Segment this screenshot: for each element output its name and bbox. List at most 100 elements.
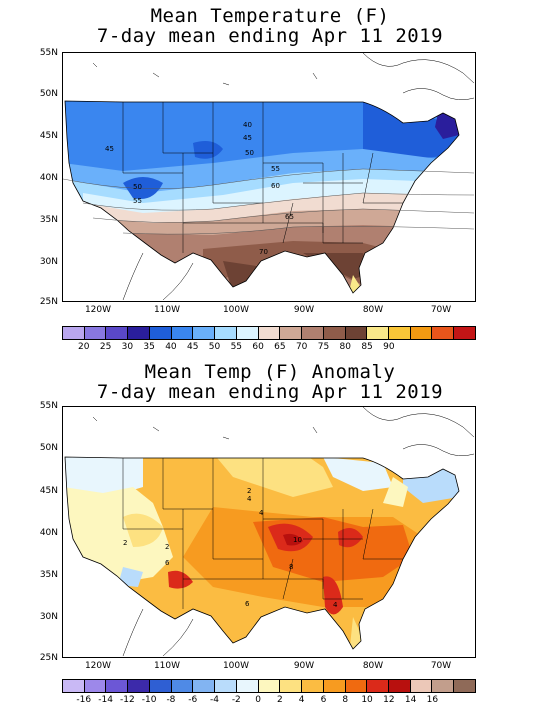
colorbar-swatch: [389, 680, 411, 692]
map1-contour-label: 50: [133, 183, 142, 191]
map2-lat-label: 30N: [39, 612, 58, 622]
colorbar-swatch: [454, 327, 475, 339]
colorbar-swatch: [258, 327, 281, 339]
colorbar-swatch: [106, 680, 129, 692]
colorbar-tick-label: 80: [339, 342, 351, 352]
map2-lon-label: 70W: [430, 661, 452, 671]
map2-lon-label: 90W: [293, 661, 315, 671]
colorbar-tick-label: -6: [188, 695, 198, 705]
map1-panel: 40 45 45 50 55 50 55 60 65 70: [62, 52, 476, 302]
colorbar-swatch: [323, 680, 346, 692]
colorbar-tick-label: 65: [274, 342, 286, 352]
colorbar-tick-label: -16: [76, 695, 92, 705]
colorbar-swatch: [128, 327, 150, 339]
colorbar-tick-label: 20: [78, 342, 90, 352]
map2-contour-label: 8: [289, 563, 293, 571]
map2-lat-label: 25N: [39, 653, 58, 663]
colorbar-swatch: [432, 680, 455, 692]
colorbar-tick-label: 0: [255, 695, 261, 705]
map2-panel: 2 4 4 2 2 6 8 6 10 4: [62, 406, 476, 658]
map2-lat-label: 45N: [39, 486, 58, 496]
map1-lat-label: 50N: [39, 89, 58, 99]
map2-lat-label: 50N: [39, 443, 58, 453]
colorbar-tick-label: -4: [210, 695, 219, 705]
map1-contour-label: 70: [259, 248, 268, 256]
map1-lat-label: 45N: [39, 131, 58, 141]
map1-lon-label: 120W: [84, 305, 112, 315]
map2-lon-label: 110W: [153, 661, 181, 671]
colorbar-tick-label: 90: [383, 342, 395, 352]
map1-svg: 40 45 45 50 55 50 55 60 65 70: [63, 53, 474, 300]
colorbar-swatch: [236, 680, 259, 692]
map1-contour-label: 60: [271, 182, 280, 190]
colorbar-swatch: [432, 327, 455, 339]
colorbar-tick-label: -14: [98, 695, 113, 705]
colorbar-tick-label: 55: [230, 342, 243, 352]
colorbar-tick-label: -10: [141, 695, 157, 705]
map1-lon-label: 100W: [222, 305, 250, 315]
colorbar-tick-label: 6: [320, 695, 327, 705]
map2-svg: 2 4 4 2 2 6 8 6 10 4: [64, 407, 474, 656]
colorbar-swatch: [171, 680, 194, 692]
map2-lon-label: 80W: [362, 661, 384, 671]
colorbar-tick-label: 2: [277, 695, 283, 705]
map1-lon-label: 90W: [293, 305, 315, 315]
colorbar-swatch: [106, 327, 129, 339]
colorbar-swatch: [302, 680, 324, 692]
map1-lon-label: 80W: [362, 305, 384, 315]
map2-contour-label: 6: [165, 559, 170, 567]
map2-lat-label: 35N: [39, 570, 58, 580]
colorbar-swatch: [367, 327, 390, 339]
map1-lat-label: 25N: [39, 297, 58, 307]
colorbar-swatch: [84, 680, 107, 692]
colorbar-swatch: [345, 327, 368, 339]
colorbar-swatch: [454, 680, 475, 692]
colorbar-swatch: [345, 680, 368, 692]
colorbar-tick-label: 4: [298, 695, 305, 705]
map2-lon-label: 100W: [222, 661, 250, 671]
colorbar-swatch: [63, 327, 85, 339]
colorbar-swatch: [323, 327, 346, 339]
colorbar-swatch: [193, 327, 216, 339]
colorbar-swatch: [63, 680, 85, 692]
map2-contour-label: 10: [293, 536, 302, 544]
map2-lon-label: 120W: [84, 661, 112, 671]
map2-subtitle: 7-day mean ending Apr 11 2019: [96, 381, 444, 403]
colorbar-swatch: [215, 680, 237, 692]
map2-title: Mean Temp (F) Anomaly: [144, 361, 396, 383]
colorbar-tick-label: 85: [361, 342, 373, 352]
colorbar-tick-label: 12: [383, 695, 395, 705]
colorbar-swatch: [193, 680, 216, 692]
map2-contour-label: 2: [247, 487, 251, 495]
colorbar-swatch: [236, 327, 259, 339]
colorbar-swatch: [215, 327, 237, 339]
colorbar-tick-label: -2: [231, 695, 241, 705]
colorbar-tick-label: 45: [187, 342, 199, 352]
map2-contour-label: 2: [123, 539, 127, 547]
map2-lat-label: 55N: [39, 401, 58, 411]
map1-contour-label: 40: [243, 121, 252, 129]
colorbar-swatch: [367, 680, 390, 692]
colorbar-tick-label: 40: [165, 342, 177, 352]
map2-lat-label: 40N: [39, 528, 58, 538]
colorbar-swatch: [280, 327, 303, 339]
colorbar-tick-label: 10: [361, 695, 373, 705]
colorbar-tick-label: 25: [99, 342, 112, 352]
colorbar-swatch: [171, 327, 194, 339]
colorbar-tick-label: 75: [317, 342, 330, 352]
map2-contour-label: 4: [259, 509, 264, 517]
map1-lat-label: 55N: [39, 48, 58, 58]
map2-colorbar: [62, 679, 476, 693]
colorbar-tick-label: 60: [252, 342, 264, 352]
map1-contour-label: 55: [271, 165, 280, 173]
colorbar-swatch: [258, 680, 281, 692]
map1-contour-label: 50: [245, 149, 254, 157]
colorbar-tick-label: 35: [143, 342, 155, 352]
map2-contour-label: 4: [333, 601, 338, 609]
colorbar-swatch: [410, 327, 433, 339]
map1-contour-label: 45: [243, 134, 252, 142]
map2-contour-label: 4: [247, 495, 252, 503]
colorbar-swatch: [128, 680, 150, 692]
colorbar-tick-label: 30: [121, 342, 134, 352]
map1-contour-label: 65: [285, 213, 294, 221]
